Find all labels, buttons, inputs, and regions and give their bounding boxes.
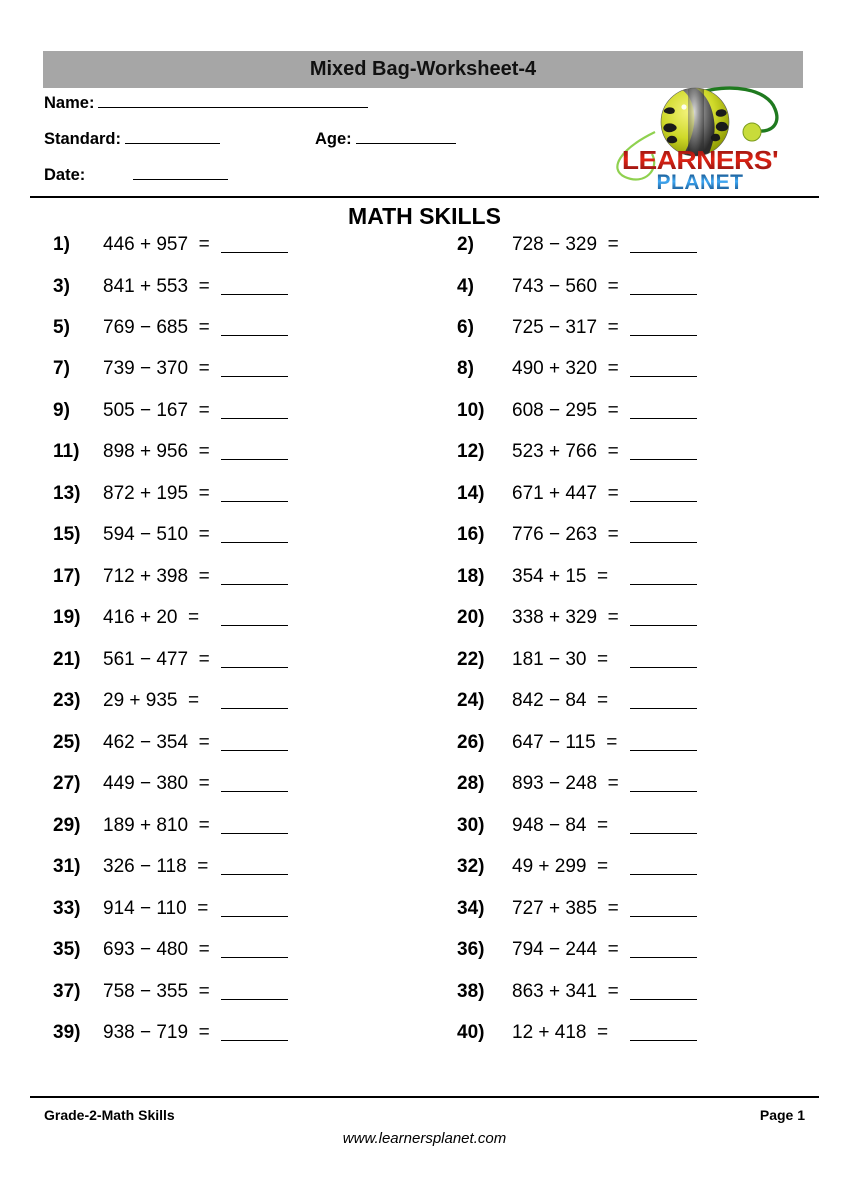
svg-text:PLANET: PLANET (657, 171, 744, 194)
